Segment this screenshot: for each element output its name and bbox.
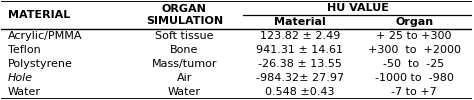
Text: Mass/tumor: Mass/tumor — [152, 59, 217, 69]
Text: -26.38 ± 13.55: -26.38 ± 13.55 — [258, 59, 342, 69]
Text: Water: Water — [168, 87, 201, 97]
Text: Air: Air — [177, 73, 192, 83]
Text: -50  to  -25: -50 to -25 — [383, 59, 445, 69]
Text: + 25 to +300: + 25 to +300 — [376, 31, 452, 41]
Text: -1000 to  -980: -1000 to -980 — [374, 73, 454, 83]
Text: 123.82 ± 2.49: 123.82 ± 2.49 — [260, 31, 340, 41]
Text: Organ: Organ — [395, 17, 433, 27]
Text: ORGAN
SIMULATION: ORGAN SIMULATION — [146, 4, 223, 26]
Text: +300  to  +2000: +300 to +2000 — [368, 45, 461, 55]
Text: -984.32± 27.97: -984.32± 27.97 — [256, 73, 344, 83]
Text: Bone: Bone — [170, 45, 199, 55]
Text: 0.548 ±0.43: 0.548 ±0.43 — [265, 87, 335, 97]
Text: 941.31 ± 14.61: 941.31 ± 14.61 — [256, 45, 343, 55]
Text: -7 to +7: -7 to +7 — [391, 87, 437, 97]
Text: Material: Material — [274, 17, 326, 27]
Text: Soft tissue: Soft tissue — [155, 31, 214, 41]
Text: Water: Water — [8, 87, 41, 97]
Text: HU VALUE: HU VALUE — [327, 3, 389, 13]
Text: Teflon: Teflon — [8, 45, 40, 55]
Text: Polystyrene: Polystyrene — [8, 59, 73, 69]
Text: Hole: Hole — [8, 73, 33, 83]
Text: Acrylic/PMMA: Acrylic/PMMA — [8, 31, 82, 41]
Text: MATERIAL: MATERIAL — [8, 10, 70, 20]
